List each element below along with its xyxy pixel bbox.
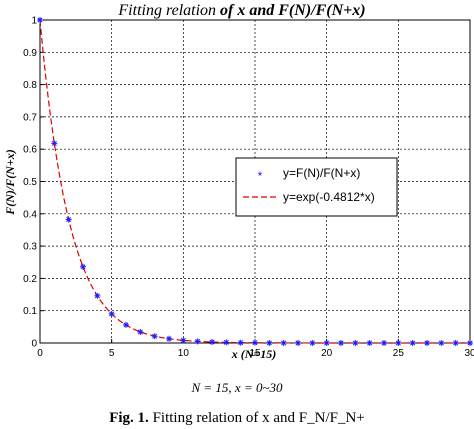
data-point — [37, 17, 43, 23]
data-point — [452, 340, 459, 346]
data-point-stroke — [438, 340, 444, 346]
data-point — [137, 329, 144, 336]
chart-title: Fitting relation of x and F(N)/F(N+x) — [117, 2, 365, 19]
data-point — [252, 339, 258, 346]
data-point-stroke — [453, 340, 459, 346]
data-point-stroke — [37, 17, 43, 23]
data-point-stroke — [367, 340, 373, 346]
figure-caption: Fig. 1. Fitting relation of x and F_N/F_… — [0, 410, 474, 427]
grid — [40, 20, 470, 343]
y-tick-label: 0.7 — [23, 112, 37, 123]
data-point-stroke — [410, 340, 416, 346]
data-point-stroke — [252, 340, 258, 346]
y-tick-label: 0.9 — [23, 48, 37, 59]
y-tick-label: 0 — [31, 339, 37, 350]
chart-title-plain: Fitting relation — [117, 2, 220, 19]
data-point — [194, 338, 201, 345]
x-axis-label: x (N=15) — [231, 347, 277, 361]
x-tick-label: 20 — [321, 348, 333, 359]
data-point-stroke — [352, 340, 358, 346]
data-point-stroke — [195, 338, 201, 344]
data-point — [381, 340, 387, 346]
x-tick-label: 5 — [109, 348, 115, 359]
x-tick-label: 30 — [464, 348, 474, 359]
data-point — [424, 340, 430, 346]
data-point-stroke — [223, 339, 229, 345]
data-point-stroke — [80, 264, 86, 270]
data-point — [237, 339, 244, 346]
data-point — [395, 340, 402, 346]
data-point-stroke — [109, 311, 115, 317]
data-point — [338, 340, 344, 346]
data-point — [280, 340, 287, 346]
data-point-stroke — [381, 340, 387, 346]
data-point — [80, 263, 86, 270]
data-point-stroke — [266, 340, 272, 346]
data-point — [223, 339, 230, 346]
data-point — [438, 340, 445, 346]
data-point-stroke — [137, 329, 143, 335]
x-tick-label: 25 — [393, 348, 405, 359]
data-point-stroke — [338, 340, 344, 346]
data-point-stroke — [123, 322, 129, 328]
y-tick-label: 1 — [31, 16, 37, 27]
data-point — [65, 216, 72, 223]
legend-entry-0: y=F(N)/F(N+x) — [283, 166, 360, 180]
data-point-stroke — [66, 217, 72, 223]
data-point — [123, 321, 129, 328]
figure-caption-text: Fitting relation of x and F_N/F_N+ — [152, 410, 365, 426]
data-point — [366, 340, 373, 346]
series-layer — [37, 17, 473, 346]
data-point — [266, 340, 273, 346]
y-axis-label: F(N)/F(N+x) — [3, 149, 17, 216]
data-point — [166, 335, 172, 342]
data-point — [51, 140, 58, 147]
data-point — [309, 340, 316, 346]
y-tick-label: 0.1 — [23, 306, 37, 317]
legend-marker-0: * — [258, 169, 263, 183]
legend: * y=F(N)/F(N+x) y=exp(-0.4812*x) — [235, 157, 398, 217]
data-point-stroke — [467, 340, 473, 346]
data-point-stroke — [281, 340, 287, 346]
y-tick-label: 0.5 — [23, 177, 37, 188]
data-point-stroke — [152, 333, 158, 339]
figure-label: Fig. 1. — [109, 410, 149, 426]
data-point — [151, 333, 158, 340]
data-point-stroke — [424, 340, 430, 346]
y-tick-label: 0.2 — [23, 274, 37, 285]
data-point-stroke — [51, 140, 57, 146]
data-point-stroke — [94, 293, 100, 299]
chart-title-bold: of x and F(N)/F(N+x) — [220, 2, 366, 19]
parameter-caption: N = 15, x = 0~30 — [191, 380, 283, 395]
data-point-stroke — [166, 336, 172, 342]
data-point — [209, 339, 215, 346]
legend-box — [235, 157, 398, 217]
data-point-stroke — [309, 340, 315, 346]
y-tick-label: 0.6 — [23, 145, 37, 156]
legend-entry-1: y=exp(-0.4812*x) — [283, 190, 375, 204]
y-tick-label: 0.4 — [23, 209, 37, 220]
data-point — [467, 340, 473, 346]
y-tick-label: 0.8 — [23, 80, 37, 91]
data-point — [295, 340, 301, 346]
data-point-stroke — [209, 339, 215, 345]
x-tick-label: 0 — [37, 348, 43, 359]
data-point — [108, 310, 115, 317]
y-tick-label: 0.3 — [23, 242, 37, 253]
x-tick-label: 15 — [249, 348, 261, 359]
data-point-stroke — [295, 340, 301, 346]
data-point-stroke — [238, 340, 244, 346]
data-point — [409, 340, 416, 346]
data-point — [352, 340, 359, 346]
data-point — [180, 337, 187, 344]
data-point-stroke — [395, 340, 401, 346]
x-tick-label: 10 — [178, 348, 190, 359]
data-point — [94, 292, 101, 299]
data-point-stroke — [180, 337, 186, 343]
data-point-stroke — [324, 340, 330, 346]
data-point — [323, 340, 330, 346]
